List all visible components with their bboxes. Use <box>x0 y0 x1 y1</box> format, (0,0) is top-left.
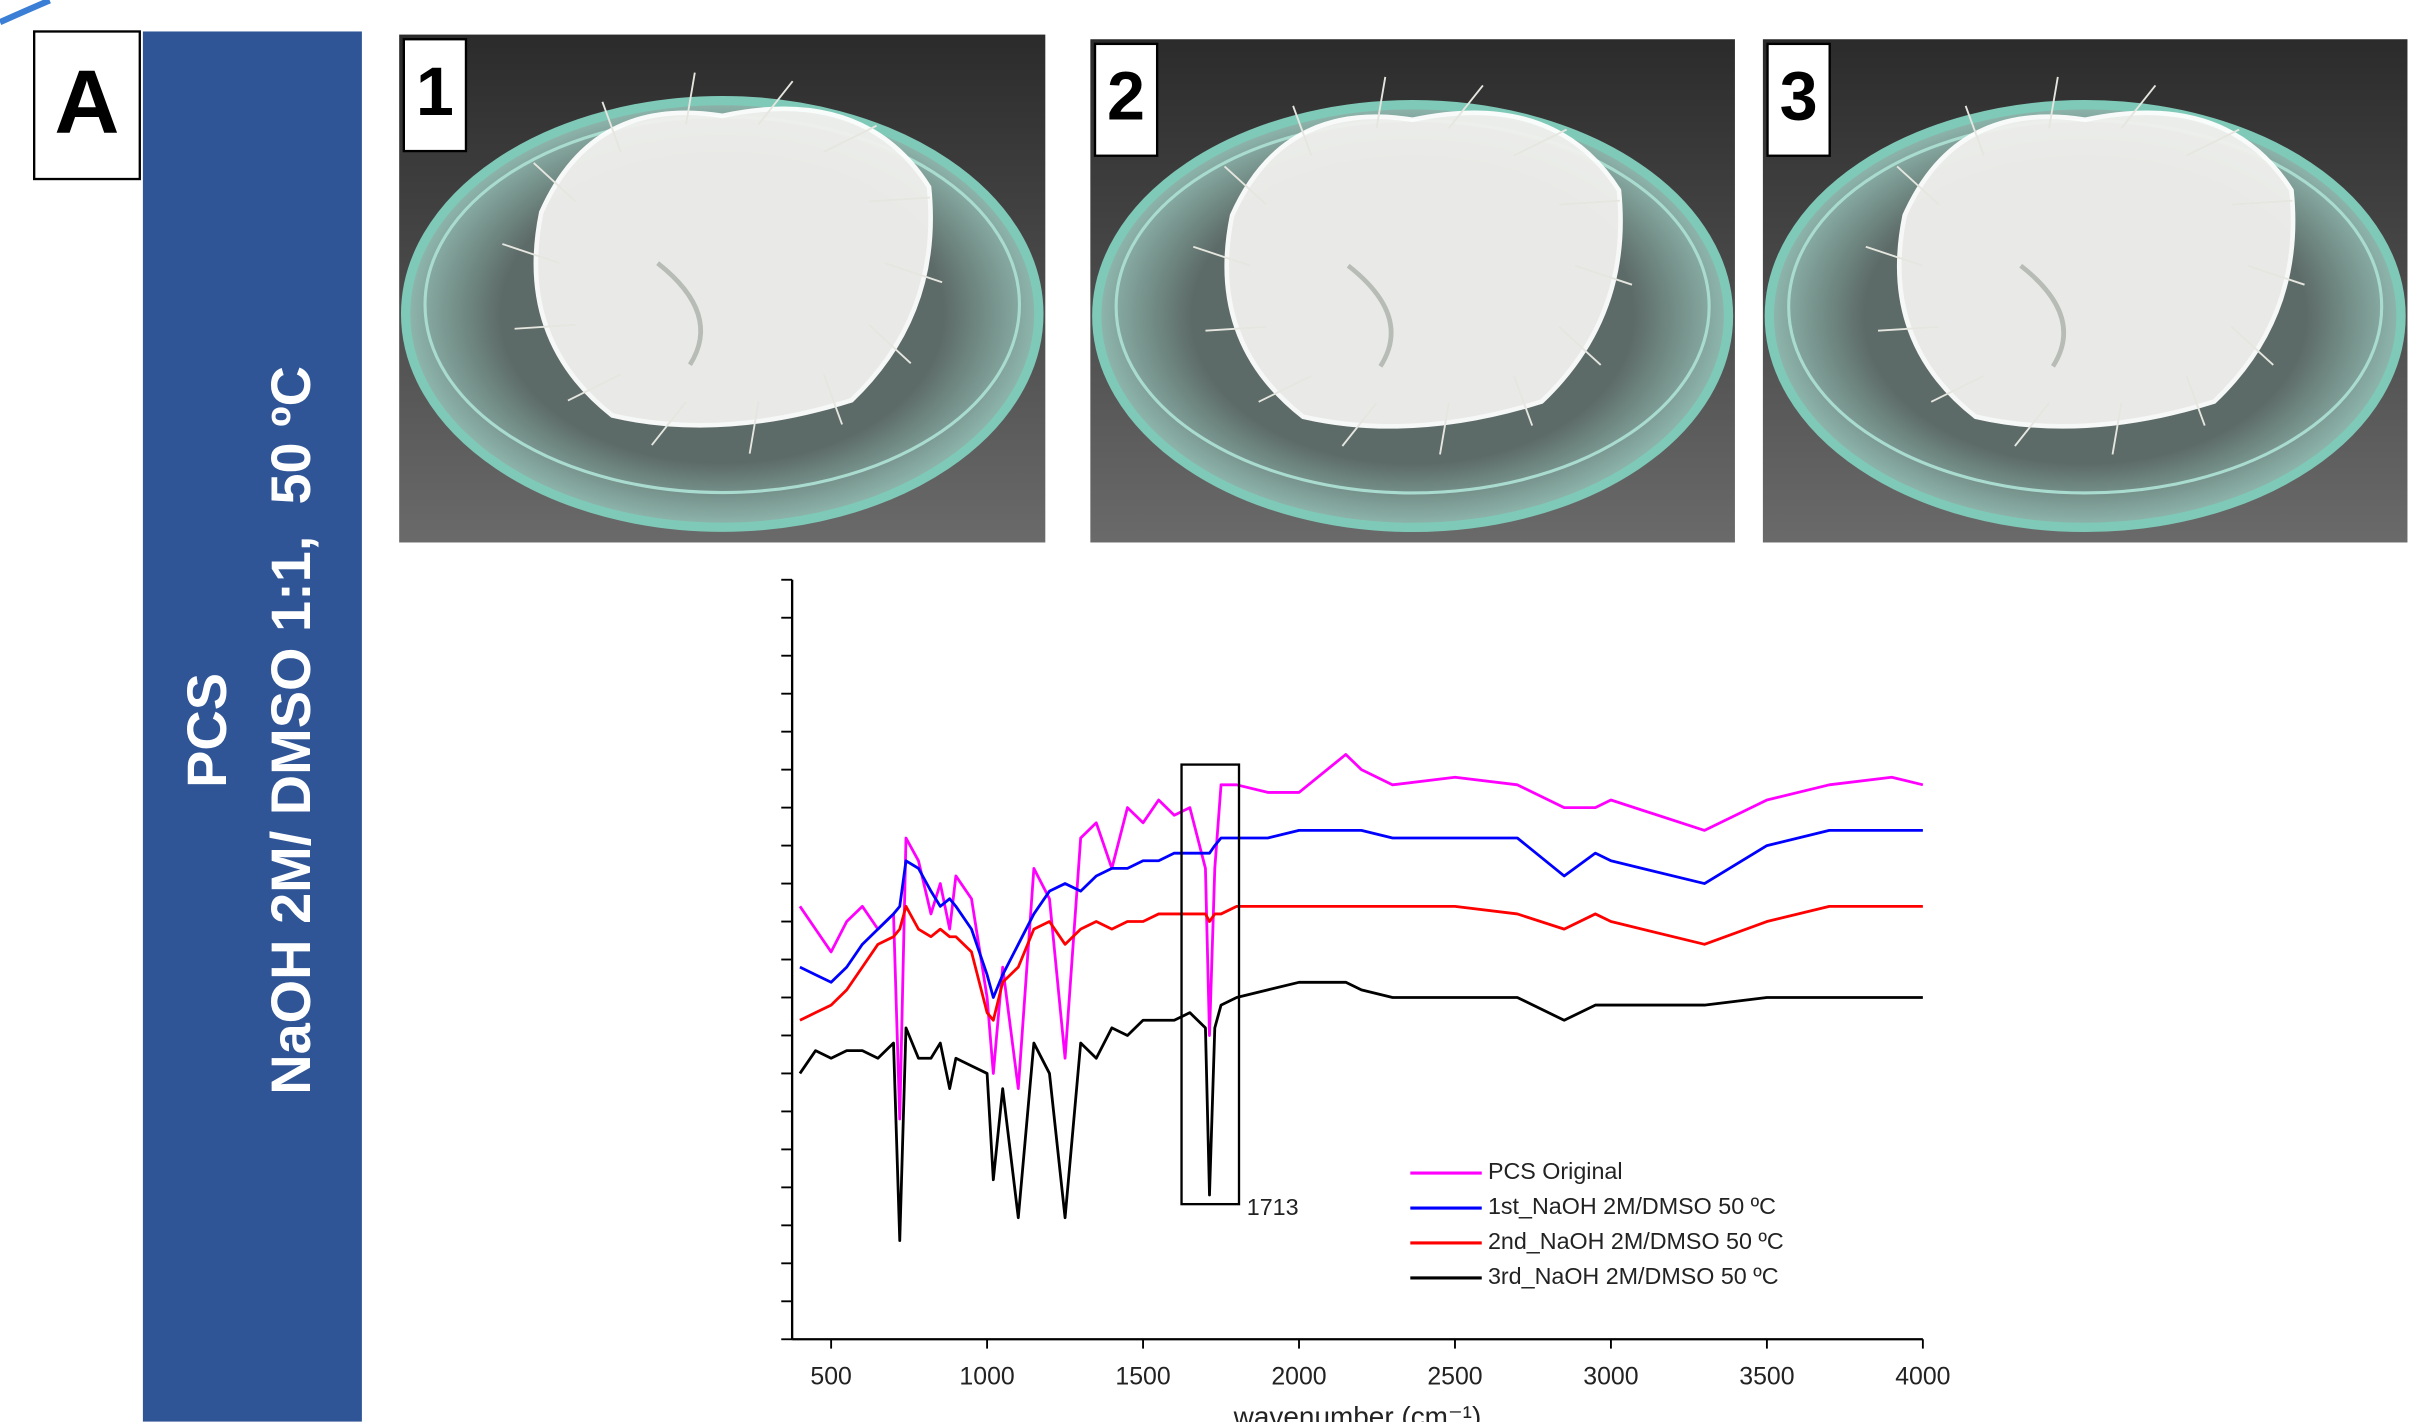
fiber <box>2120 84 2157 129</box>
fiber <box>823 124 877 153</box>
fiber <box>2185 375 2206 426</box>
photo: 2 <box>1090 39 1735 543</box>
fiber-mass <box>533 106 933 428</box>
fiber <box>822 373 843 425</box>
annotation-box <box>1180 763 1241 1206</box>
panel-label-box <box>33 30 141 181</box>
legend-label: PCS Original <box>1488 1158 1623 1184</box>
fiber <box>1896 165 1940 206</box>
fiber <box>1513 128 1568 157</box>
fiber <box>2247 264 2305 286</box>
fiber-shadow <box>656 261 704 366</box>
fiber <box>2230 326 2274 366</box>
photo-label: 1 <box>416 54 454 130</box>
photo-label-box <box>1766 42 1831 157</box>
photo-label-box <box>1093 42 1159 157</box>
fiber <box>1964 105 1985 156</box>
photo-label: 2 <box>1107 58 1145 134</box>
fiber <box>2014 402 2050 447</box>
x-tick-label: 1000 <box>959 1364 1014 1391</box>
side-label: NaOH 2M/ DMSO 1:1, 50 ºC <box>259 366 322 1095</box>
fiber <box>1448 84 1484 129</box>
photos: 1 2 3 <box>399 34 2408 543</box>
series-line <box>799 828 1923 999</box>
fiber <box>1558 326 1602 366</box>
fiber <box>1258 375 1312 403</box>
fiber <box>1292 105 1313 156</box>
fiber <box>868 196 930 203</box>
fiber-shadow <box>1346 263 1394 368</box>
legend-label: 1st_NaOH 2M/DMSO 50 ºC <box>1488 1193 1776 1219</box>
fiber <box>2111 402 2123 455</box>
fiber-shadow <box>2019 263 2067 368</box>
fiber <box>1558 199 1620 206</box>
x-tick-label: 2000 <box>1271 1364 1326 1391</box>
fiber <box>502 243 560 265</box>
series-line <box>799 904 1923 1022</box>
legend-label: 3rd_NaOH 2M/DMSO 50 ºC <box>1488 1263 1779 1289</box>
fiber <box>2048 76 2059 129</box>
fiber <box>651 401 687 446</box>
series-line <box>798 980 1923 1242</box>
fiber <box>533 162 577 203</box>
fiber <box>685 72 696 125</box>
fiber <box>1930 375 1985 403</box>
fiber <box>1865 245 1924 267</box>
fiber <box>884 262 943 284</box>
photo: 3 <box>1762 39 2408 543</box>
fiber <box>757 80 794 126</box>
x-tick-label: 3000 <box>1583 1364 1638 1391</box>
photo: 1 <box>399 34 1046 543</box>
side-banner <box>142 31 362 1422</box>
fiber <box>567 373 622 402</box>
fiber <box>2231 199 2293 206</box>
fiber <box>2186 128 2240 157</box>
x-tick-label: 3500 <box>1739 1364 1794 1391</box>
photo-label-box <box>402 38 468 153</box>
fiber <box>1192 245 1251 267</box>
chart: 500 1000 1500 2000 2500 3000 3500 4000 wavenumbe… <box>781 578 1951 1422</box>
legend-label: 2nd_NaOH 2M/DMSO 50 ºC <box>1488 1228 1784 1254</box>
annotation-label: 1713 <box>1247 1194 1299 1220</box>
fiber <box>1205 325 1267 332</box>
fiber <box>868 324 912 364</box>
fiber <box>1439 402 1450 455</box>
fiber <box>1341 402 1378 447</box>
fiber-mass <box>1224 110 1623 429</box>
series-line <box>798 753 1924 1121</box>
photo-label: 3 <box>1780 58 1818 134</box>
x-tick-label: 1500 <box>1115 1364 1170 1391</box>
fiber <box>601 101 622 153</box>
fiber-mass <box>1897 110 2296 429</box>
corner-arc <box>0 0 51 25</box>
x-axis-label: wavenumber (cm⁻¹) <box>1233 1401 1482 1422</box>
fiber <box>1223 165 1267 206</box>
fiber <box>514 323 576 330</box>
x-tick-label: 500 <box>810 1364 851 1391</box>
fiber <box>1574 264 1633 286</box>
panel-label: A <box>54 52 119 153</box>
fiber <box>748 401 760 454</box>
fiber <box>1375 76 1387 129</box>
side-label: PCS <box>175 673 238 788</box>
x-tick-label: 2500 <box>1427 1364 1482 1391</box>
fiber <box>1513 375 1534 426</box>
x-tick-label: 4000 <box>1895 1364 1950 1391</box>
fiber <box>1877 325 1939 332</box>
